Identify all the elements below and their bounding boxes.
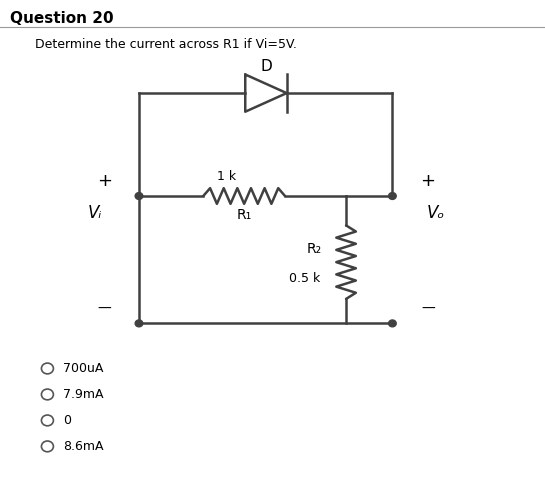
- Text: 0.5 k: 0.5 k: [289, 272, 320, 285]
- Text: —: —: [98, 302, 112, 316]
- Text: R₂: R₂: [306, 242, 322, 256]
- Text: 1 k: 1 k: [216, 170, 236, 183]
- Text: +: +: [97, 172, 112, 190]
- Text: 700uA: 700uA: [63, 362, 103, 375]
- Text: R₁: R₁: [237, 208, 252, 221]
- Text: Vₒ: Vₒ: [427, 204, 445, 222]
- Text: 0: 0: [63, 414, 71, 427]
- Text: Vᵢ: Vᵢ: [88, 204, 102, 222]
- Circle shape: [389, 193, 396, 199]
- Text: —: —: [421, 302, 435, 316]
- Circle shape: [389, 320, 396, 327]
- Text: 7.9mA: 7.9mA: [63, 388, 103, 401]
- Text: +: +: [420, 172, 435, 190]
- Circle shape: [135, 320, 143, 327]
- Text: 8.6mA: 8.6mA: [63, 440, 103, 453]
- Text: Determine the current across R1 if Vi=5V.: Determine the current across R1 if Vi=5V…: [35, 38, 298, 50]
- Text: Question 20: Question 20: [10, 11, 113, 25]
- Circle shape: [135, 193, 143, 199]
- Text: D: D: [260, 59, 272, 74]
